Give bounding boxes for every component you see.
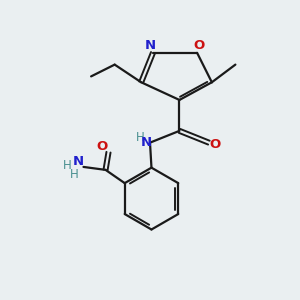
- Text: N: N: [145, 39, 156, 52]
- Text: H: H: [63, 159, 72, 172]
- Text: O: O: [194, 39, 205, 52]
- Text: H: H: [70, 168, 79, 181]
- Text: H: H: [136, 131, 145, 144]
- Text: O: O: [210, 138, 221, 151]
- Text: N: N: [141, 136, 152, 148]
- Text: O: O: [96, 140, 108, 153]
- Text: N: N: [73, 154, 84, 167]
